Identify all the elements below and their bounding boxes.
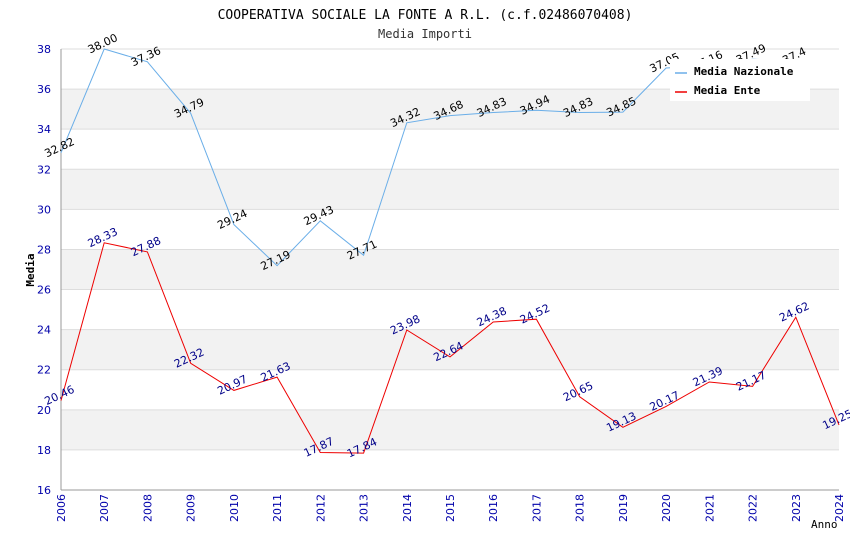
x-tick-label: 2020 <box>660 494 673 522</box>
chart-title: COOPERATIVA SOCIALE LA FONTE A R.L. (c.f… <box>218 8 633 23</box>
y-tick-label: 36 <box>37 83 51 96</box>
grid-band <box>61 209 839 250</box>
x-tick-label: 2012 <box>314 494 327 522</box>
grid-band <box>61 249 839 290</box>
x-tick-label: 2018 <box>574 494 587 522</box>
x-tick-label: 2010 <box>228 494 241 522</box>
y-tick-label: 16 <box>37 484 51 497</box>
y-tick-label: 34 <box>37 123 51 136</box>
legend: Media Nazionale Media Ente <box>670 59 810 101</box>
x-tick-label: 2014 <box>401 494 414 522</box>
x-tick-label: 2019 <box>617 494 630 522</box>
x-tick-label: 2013 <box>358 494 371 522</box>
x-tick-label: 2021 <box>703 494 716 522</box>
chart-subtitle: Media Importi <box>378 27 472 41</box>
y-tick-labels: 16 18 20 22 24 26 28 30 32 34 36 38 <box>37 43 51 497</box>
x-tick-label: 2022 <box>747 494 760 522</box>
x-tick-labels: 2006 2007 2008 2009 2010 2011 2012 2013 2014 2015… <box>55 494 846 522</box>
x-tick-label: 2007 <box>98 494 111 522</box>
legend-label-ente: Media Ente <box>694 84 761 97</box>
grid-band <box>61 169 839 210</box>
x-tick-label: 2015 <box>444 494 457 522</box>
y-tick-label: 32 <box>37 163 51 176</box>
y-tick-label: 18 <box>37 444 51 457</box>
x-tick-label: 2016 <box>487 494 500 522</box>
legend-label-nazionale: Media Nazionale <box>694 65 794 78</box>
x-tick-label: 2009 <box>185 494 198 522</box>
x-tick-label: 2023 <box>790 494 803 522</box>
y-tick-label: 26 <box>37 284 51 297</box>
y-tick-label: 22 <box>37 364 51 377</box>
legend-box <box>670 59 810 101</box>
x-tick-label: 2006 <box>55 494 68 522</box>
x-tick-label: 2008 <box>141 494 154 522</box>
grid-band <box>61 369 839 410</box>
series-line-ente <box>60 242 840 454</box>
y-tick-label: 38 <box>37 43 51 56</box>
x-tick-label: 2024 <box>833 494 846 522</box>
grid-band <box>61 449 839 490</box>
y-tick-label: 28 <box>37 243 51 256</box>
y-tick-label: 30 <box>37 203 51 216</box>
x-axis-label: Anno <box>811 518 838 531</box>
y-tick-label: 24 <box>37 324 51 337</box>
grid-band <box>61 409 839 450</box>
x-tick-label: 2011 <box>271 494 284 522</box>
grid-band <box>61 129 839 170</box>
grid-band <box>61 289 839 330</box>
grid-bands <box>61 49 839 490</box>
y-tick-label: 20 <box>37 404 51 417</box>
x-tick-label: 2017 <box>530 494 543 522</box>
y-axis-label: Media <box>24 253 37 286</box>
